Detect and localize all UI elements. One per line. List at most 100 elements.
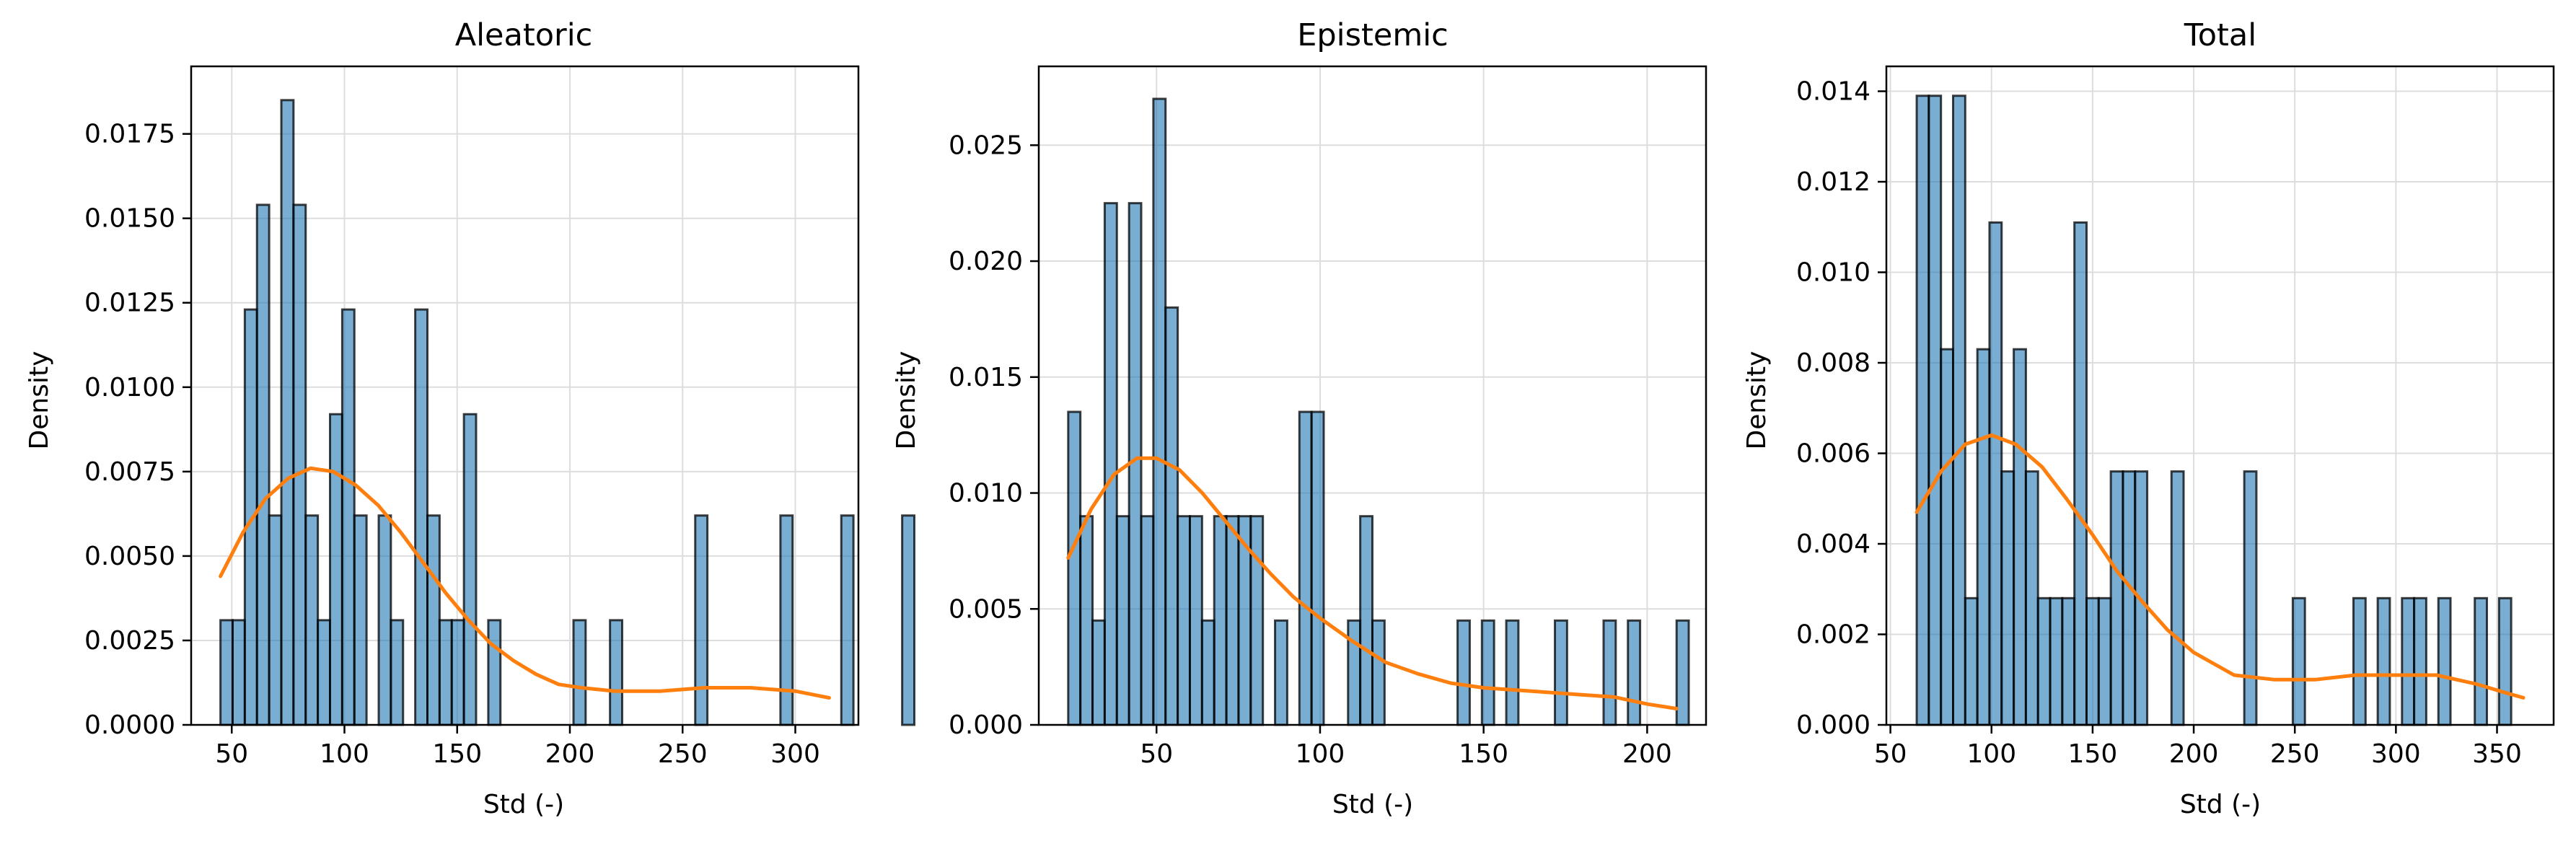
plot-frame (1885, 65, 2555, 726)
histogram-bar (901, 514, 915, 726)
histogram-bar (2401, 596, 2416, 726)
y-tick-label: 0.0000 (84, 710, 175, 740)
y-tick-label: 0.000 (949, 710, 1023, 740)
histogram-bar (268, 514, 283, 726)
y-tick-label: 0.010 (949, 479, 1023, 508)
kde-curve (219, 466, 831, 700)
histogram-bar (2122, 470, 2137, 726)
histogram-bar (462, 413, 478, 726)
histogram-bar (1675, 619, 1690, 726)
histogram-bar (219, 619, 234, 726)
histogram-bar (2243, 470, 2258, 726)
histogram-bar (2437, 596, 2452, 726)
kde-curve (1066, 456, 1679, 710)
histogram-bar (1927, 94, 1943, 726)
histogram-bar (2170, 470, 2185, 726)
histogram-bar (1976, 348, 1991, 726)
histogram-bar (1310, 410, 1325, 726)
y-tick-label: 0.0175 (84, 120, 175, 149)
histogram-bar (1964, 596, 1979, 726)
histogram-bar (304, 514, 320, 726)
x-tick-label: 200 (545, 739, 595, 769)
kde-curve (1915, 433, 2526, 700)
histogram-bar (1067, 410, 1082, 726)
x-tick-label: 300 (770, 739, 820, 769)
x-tick-label: 150 (2068, 739, 2118, 769)
bars (1915, 94, 2513, 726)
histogram-bar (426, 514, 441, 726)
y-tick-label: 0.0125 (84, 289, 175, 318)
histogram-bar (2413, 596, 2427, 726)
histogram-bar (1915, 94, 1930, 726)
histogram-bar (1602, 619, 1617, 726)
histogram-bar (255, 203, 271, 726)
y-tick-label: 0.0150 (84, 204, 175, 234)
histogram-bar (2013, 348, 2027, 726)
plot-frame (1037, 65, 1707, 726)
histogram-bar (2036, 596, 2052, 726)
histogram-bar (1480, 619, 1495, 726)
y-tick-label: 0.014 (1796, 77, 1871, 107)
histogram-bar (840, 514, 855, 726)
histogram-bar (1347, 619, 1362, 726)
y-tick-label: 0.006 (1796, 439, 1871, 469)
panel-total: Total Std (-) Density 50 100 150 200 250 300 3… (1742, 17, 2555, 819)
x-tick-label: 200 (2169, 739, 2219, 769)
histogram-bar (329, 413, 343, 726)
histogram-bar (1988, 221, 2003, 726)
histogram-bar (2000, 470, 2015, 726)
panel-aleatoric: Aleatoric Std (-) Density 50 100 150 200 250… (25, 17, 915, 819)
histogram-bar (1371, 619, 1386, 726)
y-tick-label: 0.0075 (84, 457, 175, 487)
axes: 50 100 150 200 0.000 0.005 0.010 0.015 0.020 0.02… (949, 65, 1707, 769)
histogram-bar (414, 308, 428, 726)
x-tick-label: 100 (320, 739, 369, 769)
x-tick-label: 350 (2472, 739, 2522, 769)
y-tick-label: 0.0100 (84, 373, 175, 402)
y-tick-label: 0.008 (1796, 348, 1871, 378)
histogram-bar (2352, 596, 2367, 726)
y-axis-label: Density (25, 351, 54, 450)
x-tick-label: 250 (658, 739, 708, 769)
histogram-bar (2061, 596, 2076, 726)
histogram-bar (353, 514, 368, 726)
histogram-bar (2085, 596, 2100, 726)
histogram-bar (1115, 515, 1130, 726)
x-tick-label: 300 (2371, 739, 2421, 769)
x-tick-label: 150 (1459, 739, 1508, 769)
y-tick-label: 0.012 (1796, 167, 1871, 197)
x-tick-label: 150 (432, 739, 482, 769)
histogram-bar (1152, 97, 1167, 726)
panel-title: Aleatoric (455, 17, 593, 53)
y-tick-label: 0.015 (949, 363, 1023, 392)
x-tick-label: 50 (215, 739, 248, 769)
y-tick-label: 0.010 (1796, 258, 1871, 288)
histogram-bar (1274, 619, 1288, 726)
y-tick-label: 0.004 (1796, 529, 1871, 559)
histogram-bar (1940, 348, 1955, 726)
histogram-bar (572, 619, 587, 726)
histogram-bar (1200, 619, 1216, 726)
y-tick-label: 0.0050 (84, 542, 175, 571)
histogram-bar (1079, 515, 1094, 726)
histogram-bar (232, 619, 246, 726)
histogram-bar (1188, 515, 1203, 726)
histogram-bar (1505, 619, 1520, 726)
histogram-bar (1225, 515, 1240, 726)
axes: 50 100 150 200 250 300 350 0.000 0.002 0.004 0.006… (1796, 65, 2555, 769)
x-tick-label: 50 (1140, 739, 1173, 769)
x-axis-label: Std (-) (1332, 790, 1413, 819)
y-tick-label: 0.0025 (84, 626, 175, 656)
histogram-bar (2474, 596, 2489, 726)
histogram-bar (1249, 515, 1265, 726)
x-tick-label: 250 (2270, 739, 2320, 769)
y-axis-label: Density (892, 351, 921, 450)
y-axis-label: Density (1742, 351, 1772, 450)
histogram-bar (1298, 410, 1313, 726)
x-tick-label: 50 (1874, 739, 1907, 769)
plot-frame (190, 65, 860, 726)
histogram-bar (377, 514, 392, 726)
histogram-bar (450, 619, 465, 726)
x-tick-label: 100 (1966, 739, 2016, 769)
